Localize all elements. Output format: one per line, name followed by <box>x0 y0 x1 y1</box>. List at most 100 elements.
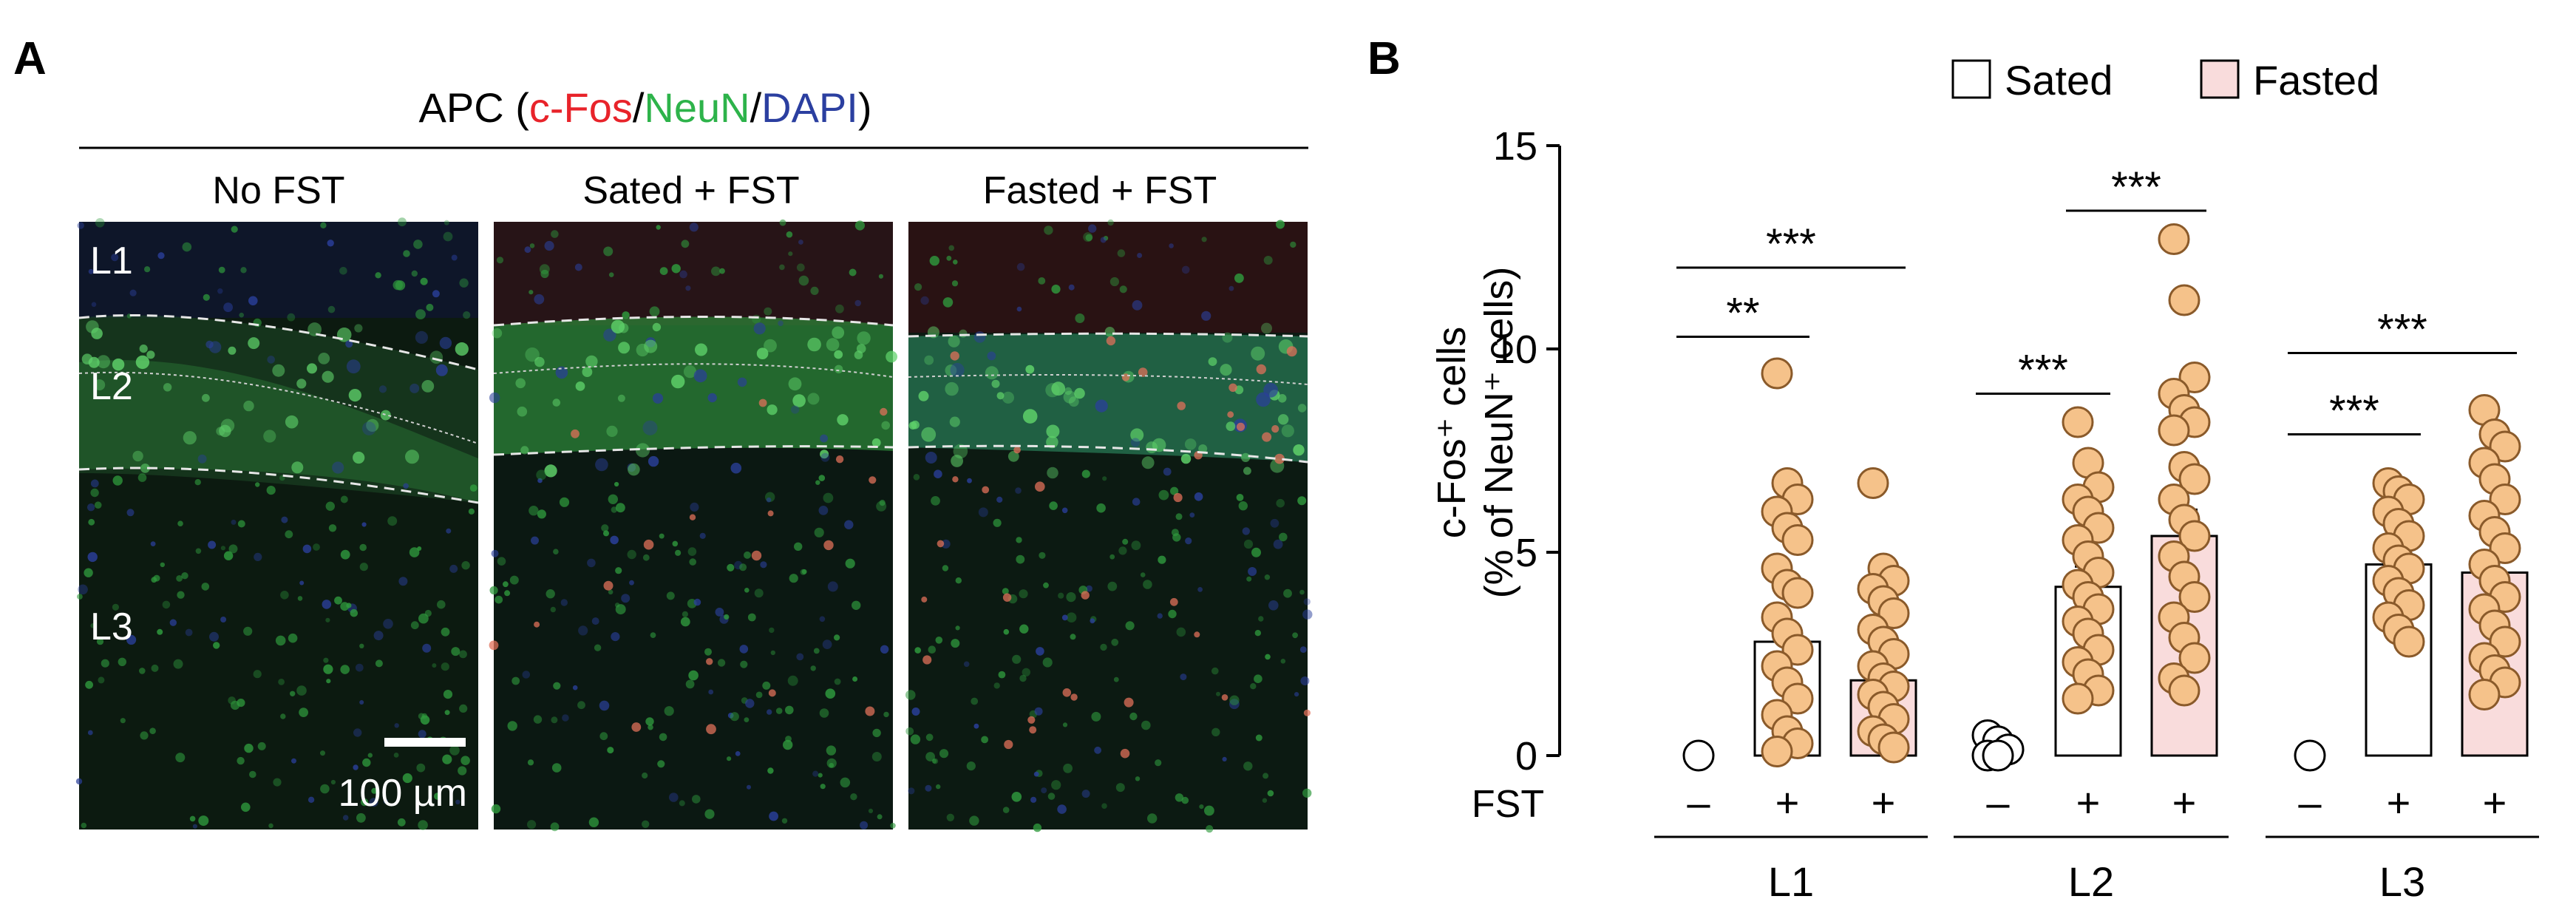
cell-speckle <box>996 392 1005 400</box>
cell-speckle <box>656 225 661 230</box>
cell-speckle <box>1062 722 1068 727</box>
cell-speckle <box>752 314 761 324</box>
cell-speckle <box>371 787 378 794</box>
cell-speckle <box>139 668 146 674</box>
cell-speckle <box>1181 265 1190 274</box>
cell-speckle <box>813 648 820 654</box>
cell-speckle <box>689 223 699 232</box>
cell-speckle <box>1096 503 1106 513</box>
scale-bar <box>384 738 466 747</box>
cell-speckle <box>140 464 150 473</box>
cell-speckle <box>949 416 960 427</box>
title-neun: NeuN <box>644 84 750 131</box>
cell-speckle <box>1158 555 1166 564</box>
cell-speckle <box>814 527 824 537</box>
cell-speckle <box>1175 793 1184 802</box>
cell-speckle <box>524 246 531 254</box>
cell-speckle <box>807 337 821 352</box>
cell-speckle <box>398 577 408 586</box>
cfos-speckle <box>1121 373 1130 381</box>
cell-speckle <box>1039 552 1046 559</box>
cell-speckle <box>652 322 662 332</box>
cell-speckle <box>88 268 94 274</box>
cell-speckle <box>373 631 384 641</box>
cell-speckle <box>672 540 679 547</box>
cell-speckle <box>1290 241 1297 248</box>
cell-speckle <box>1118 546 1127 555</box>
significance-label: *** <box>2377 306 2427 354</box>
cell-speckle <box>740 660 748 668</box>
cell-speckle <box>209 631 219 642</box>
cell-speckle <box>925 784 932 792</box>
group-label-l3: L3 <box>2379 858 2425 905</box>
cell-speckle <box>941 539 951 549</box>
cell-speckle <box>610 535 619 545</box>
cell-speckle <box>194 479 201 486</box>
cell-speckle <box>1081 469 1090 478</box>
significance-label: ** <box>1726 290 1759 338</box>
cell-speckle <box>87 730 93 736</box>
cell-speckle <box>1002 807 1010 813</box>
cell-speckle <box>635 443 650 458</box>
cell-speckle <box>525 347 540 362</box>
cell-speckle <box>942 297 954 308</box>
cell-speckle <box>1297 404 1307 413</box>
cell-speckle <box>383 798 389 804</box>
cell-speckle <box>925 752 935 761</box>
cell-speckle <box>642 820 650 829</box>
cell-speckle <box>932 758 939 764</box>
cell-speckle <box>353 451 365 464</box>
cell-speckle <box>129 289 137 296</box>
cell-speckle <box>950 362 965 378</box>
cell-speckle <box>1238 501 1248 511</box>
cell-speckle <box>443 231 453 242</box>
cell-speckle <box>955 577 962 584</box>
cell-speckle <box>594 644 602 651</box>
cell-speckle <box>290 691 296 696</box>
cell-speckle <box>1051 780 1061 790</box>
cell-speckle <box>788 377 802 391</box>
cfos-speckle <box>631 722 642 732</box>
cell-speckle <box>489 586 498 595</box>
cfos-speckle <box>880 407 888 416</box>
cell-speckle <box>266 486 276 495</box>
cell-speckle <box>650 632 656 638</box>
cell-speckle <box>735 751 741 756</box>
cell-speckle <box>739 563 747 571</box>
cell-speckle <box>659 533 665 539</box>
cell-speckle <box>449 564 458 573</box>
cell-speckle <box>529 506 539 516</box>
cell-speckle <box>929 256 940 266</box>
cell-speckle <box>603 246 614 257</box>
cell-speckle <box>1294 692 1299 697</box>
y-tick-label: 15 <box>1493 124 1537 169</box>
cell-speckle <box>208 341 222 353</box>
significance-label: *** <box>2111 163 2161 211</box>
cell-speckle <box>81 822 87 829</box>
cfos-speckle <box>758 398 767 407</box>
cell-speckle <box>1016 306 1022 312</box>
cell-speckle <box>857 331 871 345</box>
data-point <box>2158 414 2190 447</box>
cell-speckle <box>387 516 398 526</box>
cell-speckle <box>1276 498 1285 508</box>
cell-speckle <box>1051 381 1066 396</box>
cell-speckle <box>267 356 276 364</box>
data-point <box>2489 532 2521 564</box>
cell-speckle <box>359 700 364 705</box>
cell-speckle <box>747 613 756 622</box>
cell-speckle <box>1168 609 1177 619</box>
cell-speckle <box>1262 798 1268 803</box>
cell-speckle <box>1171 529 1179 537</box>
cell-speckle <box>403 483 409 489</box>
cell-speckle <box>459 650 467 659</box>
cell-speckle <box>783 739 793 750</box>
cell-speckle <box>820 434 828 443</box>
cell-speckle <box>432 663 437 668</box>
y-axis-title-line1: c-Fos⁺ cells <box>1430 327 1474 539</box>
cfos-speckle <box>768 689 776 697</box>
image-label-fasted-fst: Fasted + FST <box>983 169 1217 212</box>
cell-speckle <box>90 488 99 498</box>
